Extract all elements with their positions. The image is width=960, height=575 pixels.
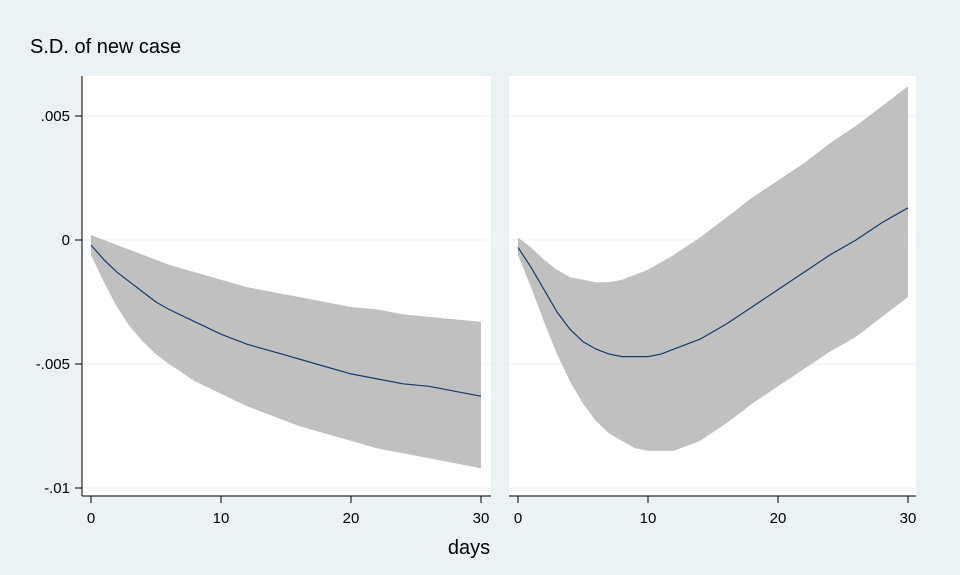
panel-right-confidence-band <box>518 86 908 451</box>
y-tick-label: .005 <box>41 108 70 125</box>
panel-right-estimate-line <box>517 207 909 358</box>
panel-left-confidence-band <box>91 235 481 469</box>
panel-right-x-axis-ticks: 0 10 20 30 <box>514 496 917 527</box>
x-tick-label: 20 <box>770 510 787 527</box>
panel-left-estimate-line <box>90 244 482 397</box>
chart-title: S.D. of new case <box>30 36 181 58</box>
x-tick-label: 30 <box>900 510 917 527</box>
y-tick-label: -.005 <box>36 356 70 373</box>
x-axis-label: days <box>448 537 490 559</box>
y-axis-ticks: .005 0 -.005 -.01 <box>36 108 82 497</box>
x-tick-label: 0 <box>514 510 522 527</box>
y-tick-label: -.01 <box>44 480 70 497</box>
x-tick-label: 10 <box>213 510 230 527</box>
x-tick-label: 10 <box>640 510 657 527</box>
x-tick-label: 0 <box>87 510 95 527</box>
y-tick-label: 0 <box>62 232 70 249</box>
x-tick-label: 20 <box>343 510 360 527</box>
panel-left-x-axis-ticks: 0 10 20 30 <box>87 496 490 527</box>
x-tick-label: 30 <box>473 510 490 527</box>
